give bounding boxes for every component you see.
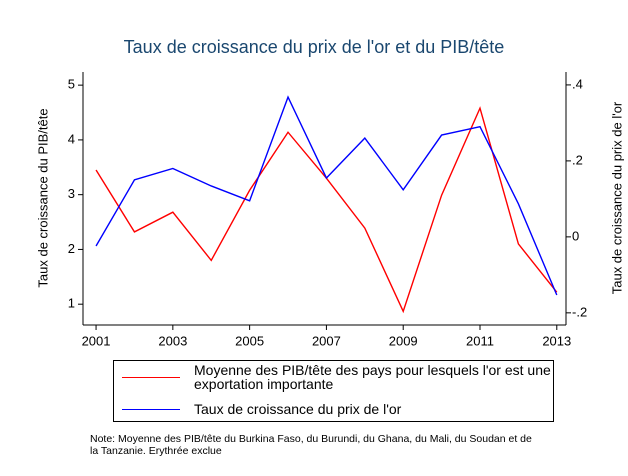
y-axis-title: Taux de croissance du PIB/tête xyxy=(35,108,50,287)
y-tick-label: 4 xyxy=(68,131,75,146)
y-tick-label: 3 xyxy=(68,186,75,201)
x-tick-label: 2005 xyxy=(235,333,264,348)
y-tick-label: 1 xyxy=(68,296,75,311)
y2-axis-title: Taux de croissance du prix de l'or xyxy=(609,101,624,294)
series-line xyxy=(95,95,558,296)
x-tick-label: 2013 xyxy=(542,333,571,348)
legend-swatch xyxy=(122,408,180,410)
legend-item: Moyenne des PIB/tête des pays pour lesqu… xyxy=(114,363,554,391)
chart-title: Taux de croissance du prix de l'or et du… xyxy=(124,37,505,57)
legend: Moyenne des PIB/tête des pays pour lesqu… xyxy=(113,360,554,422)
y2-tick-label: 0 xyxy=(572,228,579,243)
y2-tick-label: .2 xyxy=(572,152,583,167)
y2-tick-label: -.2 xyxy=(572,304,587,319)
y-tick-label: 5 xyxy=(68,77,75,92)
x-tick-label: 2007 xyxy=(312,333,341,348)
x-tick-label: 2009 xyxy=(389,333,418,348)
legend-item: Taux de croissance du prix de l'or xyxy=(114,402,554,416)
legend-swatch xyxy=(122,376,180,378)
x-tick-label: 2011 xyxy=(466,333,494,348)
x-tick-label: 2003 xyxy=(158,333,187,348)
y-tick-label: 2 xyxy=(68,241,75,256)
x-tick-label: 2001 xyxy=(82,333,111,348)
series-line xyxy=(95,106,558,314)
legend-label: Taux de croissance du prix de l'or xyxy=(194,401,402,417)
y2-tick-label: .4 xyxy=(572,76,583,91)
legend-label: Moyenne des PIB/tête des pays pour lesqu… xyxy=(194,362,551,392)
note: Note: Moyenne des PIB/tête du Burkina Fa… xyxy=(90,433,532,457)
